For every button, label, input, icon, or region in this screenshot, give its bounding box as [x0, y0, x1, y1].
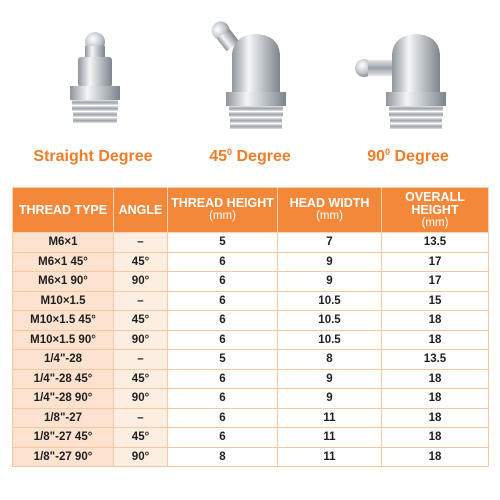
thread-type-cell: 1/4"-28 45°: [12, 368, 114, 389]
overall-height-cell: 18: [381, 310, 489, 331]
thread-type-cell: 1/4"-28 90°: [12, 388, 114, 409]
angle-cell: 90°: [113, 388, 168, 409]
table-row: 1/4"-28 45° 45° 6 9 18: [12, 368, 489, 389]
thread-height-cell: 6: [167, 310, 278, 331]
angle-cell: –: [113, 290, 168, 311]
thread-height-cell: 6: [167, 329, 278, 350]
header-thread-height: THREAD HEIGHT (mm): [167, 187, 278, 233]
thread-type-cell: 1/8"-27: [12, 407, 114, 428]
thread-height-cell: 5: [167, 232, 278, 253]
angle-cell: –: [113, 349, 168, 370]
straight-grease-fitting-icon: [70, 32, 120, 123]
head-width-cell: 11: [277, 407, 382, 428]
overall-height-cell: 18: [381, 388, 489, 409]
head-width-cell: 11: [277, 446, 382, 467]
thread-type-cell: 1/8"-27 90°: [12, 446, 114, 467]
overall-height-cell: 13.5: [381, 232, 489, 253]
thread-type-cell: M10×1.5 90°: [12, 329, 114, 350]
label-90-degree: 900 Degree: [367, 147, 449, 165]
head-width-cell: 10.5: [277, 329, 382, 350]
overall-height-cell: 18: [381, 427, 489, 448]
angle-cell: 45°: [113, 427, 168, 448]
thread-height-cell: 5: [167, 349, 278, 370]
head-width-cell: 9: [277, 388, 382, 409]
product-photos: Straight Degree 450 Degree 900 Degree: [0, 0, 500, 178]
overall-height-cell: 18: [381, 446, 489, 467]
table-row: M6×1 45° 45° 6 9 17: [12, 251, 489, 272]
table-row: 1/8"-27–6 11 18: [12, 407, 489, 428]
table-row: M6×1 90° 90° 6 9 17: [12, 271, 489, 292]
label-45-degree: 450 Degree: [209, 147, 291, 165]
head-width-cell: 8: [277, 349, 382, 370]
angle-cell: 90°: [113, 446, 168, 467]
head-width-cell: 11: [277, 427, 382, 448]
header-overall-height: OVERALL HEIGHT (mm): [381, 187, 489, 233]
head-width-cell: 10.5: [277, 290, 382, 311]
overall-height-cell: 17: [381, 251, 489, 272]
angle-cell: 45°: [113, 251, 168, 272]
head-width-cell: 9: [277, 368, 382, 389]
thread-type-cell: 1/8"-27 45°: [12, 427, 114, 448]
overall-height-cell: 18: [381, 329, 489, 350]
table-row: M10×1.5 45° 45° 6 10.5 18: [12, 310, 489, 331]
header-thread-type: THREAD TYPE: [12, 187, 114, 233]
thread-height-cell: 6: [167, 407, 278, 428]
angle-cell: –: [113, 407, 168, 428]
90-degree-grease-fitting-icon: [355, 34, 446, 129]
table-row: 1/8"-27 45° 45° 6 11 18: [12, 427, 489, 448]
angle-cell: 90°: [113, 271, 168, 292]
overall-height-cell: 15: [381, 290, 489, 311]
head-width-cell: 9: [277, 271, 382, 292]
head-width-cell: 10.5: [277, 310, 382, 331]
overall-height-cell: 18: [381, 368, 489, 389]
specification-table: THREAD TYPE ANGLE THREAD HEIGHT (mm) HEAD…: [12, 187, 489, 467]
thread-height-cell: 6: [167, 388, 278, 409]
angle-cell: 45°: [113, 368, 168, 389]
thread-type-cell: M6×1 90°: [12, 271, 114, 292]
thread-type-cell: M6×1 45°: [12, 251, 114, 272]
head-width-cell: 7: [277, 232, 382, 253]
thread-type-cell: M10×1.5: [12, 290, 114, 311]
header-angle: ANGLE: [113, 187, 168, 233]
45-degree-grease-fitting-icon: [211, 21, 286, 129]
angle-cell: –: [113, 232, 168, 253]
thread-height-cell: 6: [167, 251, 278, 272]
thread-height-cell: 6: [167, 427, 278, 448]
label-straight-degree: Straight Degree: [33, 148, 153, 165]
overall-height-cell: 17: [381, 271, 489, 292]
table-row: M6×1–5 7 13.5: [12, 232, 489, 253]
angle-cell: 90°: [113, 329, 168, 350]
table-row: 1/8"-27 90° 90° 8 11 18: [12, 446, 489, 467]
overall-height-cell: 13.5: [381, 349, 489, 370]
thread-height-cell: 8: [167, 446, 278, 467]
table-row: 1/4"-28 90° 90° 6 9 18: [12, 388, 489, 409]
thread-height-cell: 6: [167, 271, 278, 292]
thread-type-cell: M6×1: [12, 232, 114, 253]
thread-type-cell: 1/4"-28: [12, 349, 114, 370]
thread-height-cell: 6: [167, 290, 278, 311]
head-width-cell: 9: [277, 251, 382, 272]
table-body: M6×1–5 7 13.5 M6×1 45° 45° 6 9 17 M6×1 90° 90° 6 9 1…: [12, 232, 489, 467]
table-row: 1/4"-28–5 8 13.5: [12, 349, 489, 370]
table-row: M10×1.5 90° 90° 6 10.5 18: [12, 329, 489, 350]
table-header-row: THREAD TYPE ANGLE THREAD HEIGHT (mm) HEAD…: [12, 187, 489, 233]
table-row: M10×1.5–6 10.5 15: [12, 290, 489, 311]
thread-height-cell: 6: [167, 368, 278, 389]
header-head-width: HEAD WIDTH (mm): [277, 187, 382, 233]
thread-type-cell: M10×1.5 45°: [12, 310, 114, 331]
overall-height-cell: 18: [381, 407, 489, 428]
angle-cell: 45°: [113, 310, 168, 331]
